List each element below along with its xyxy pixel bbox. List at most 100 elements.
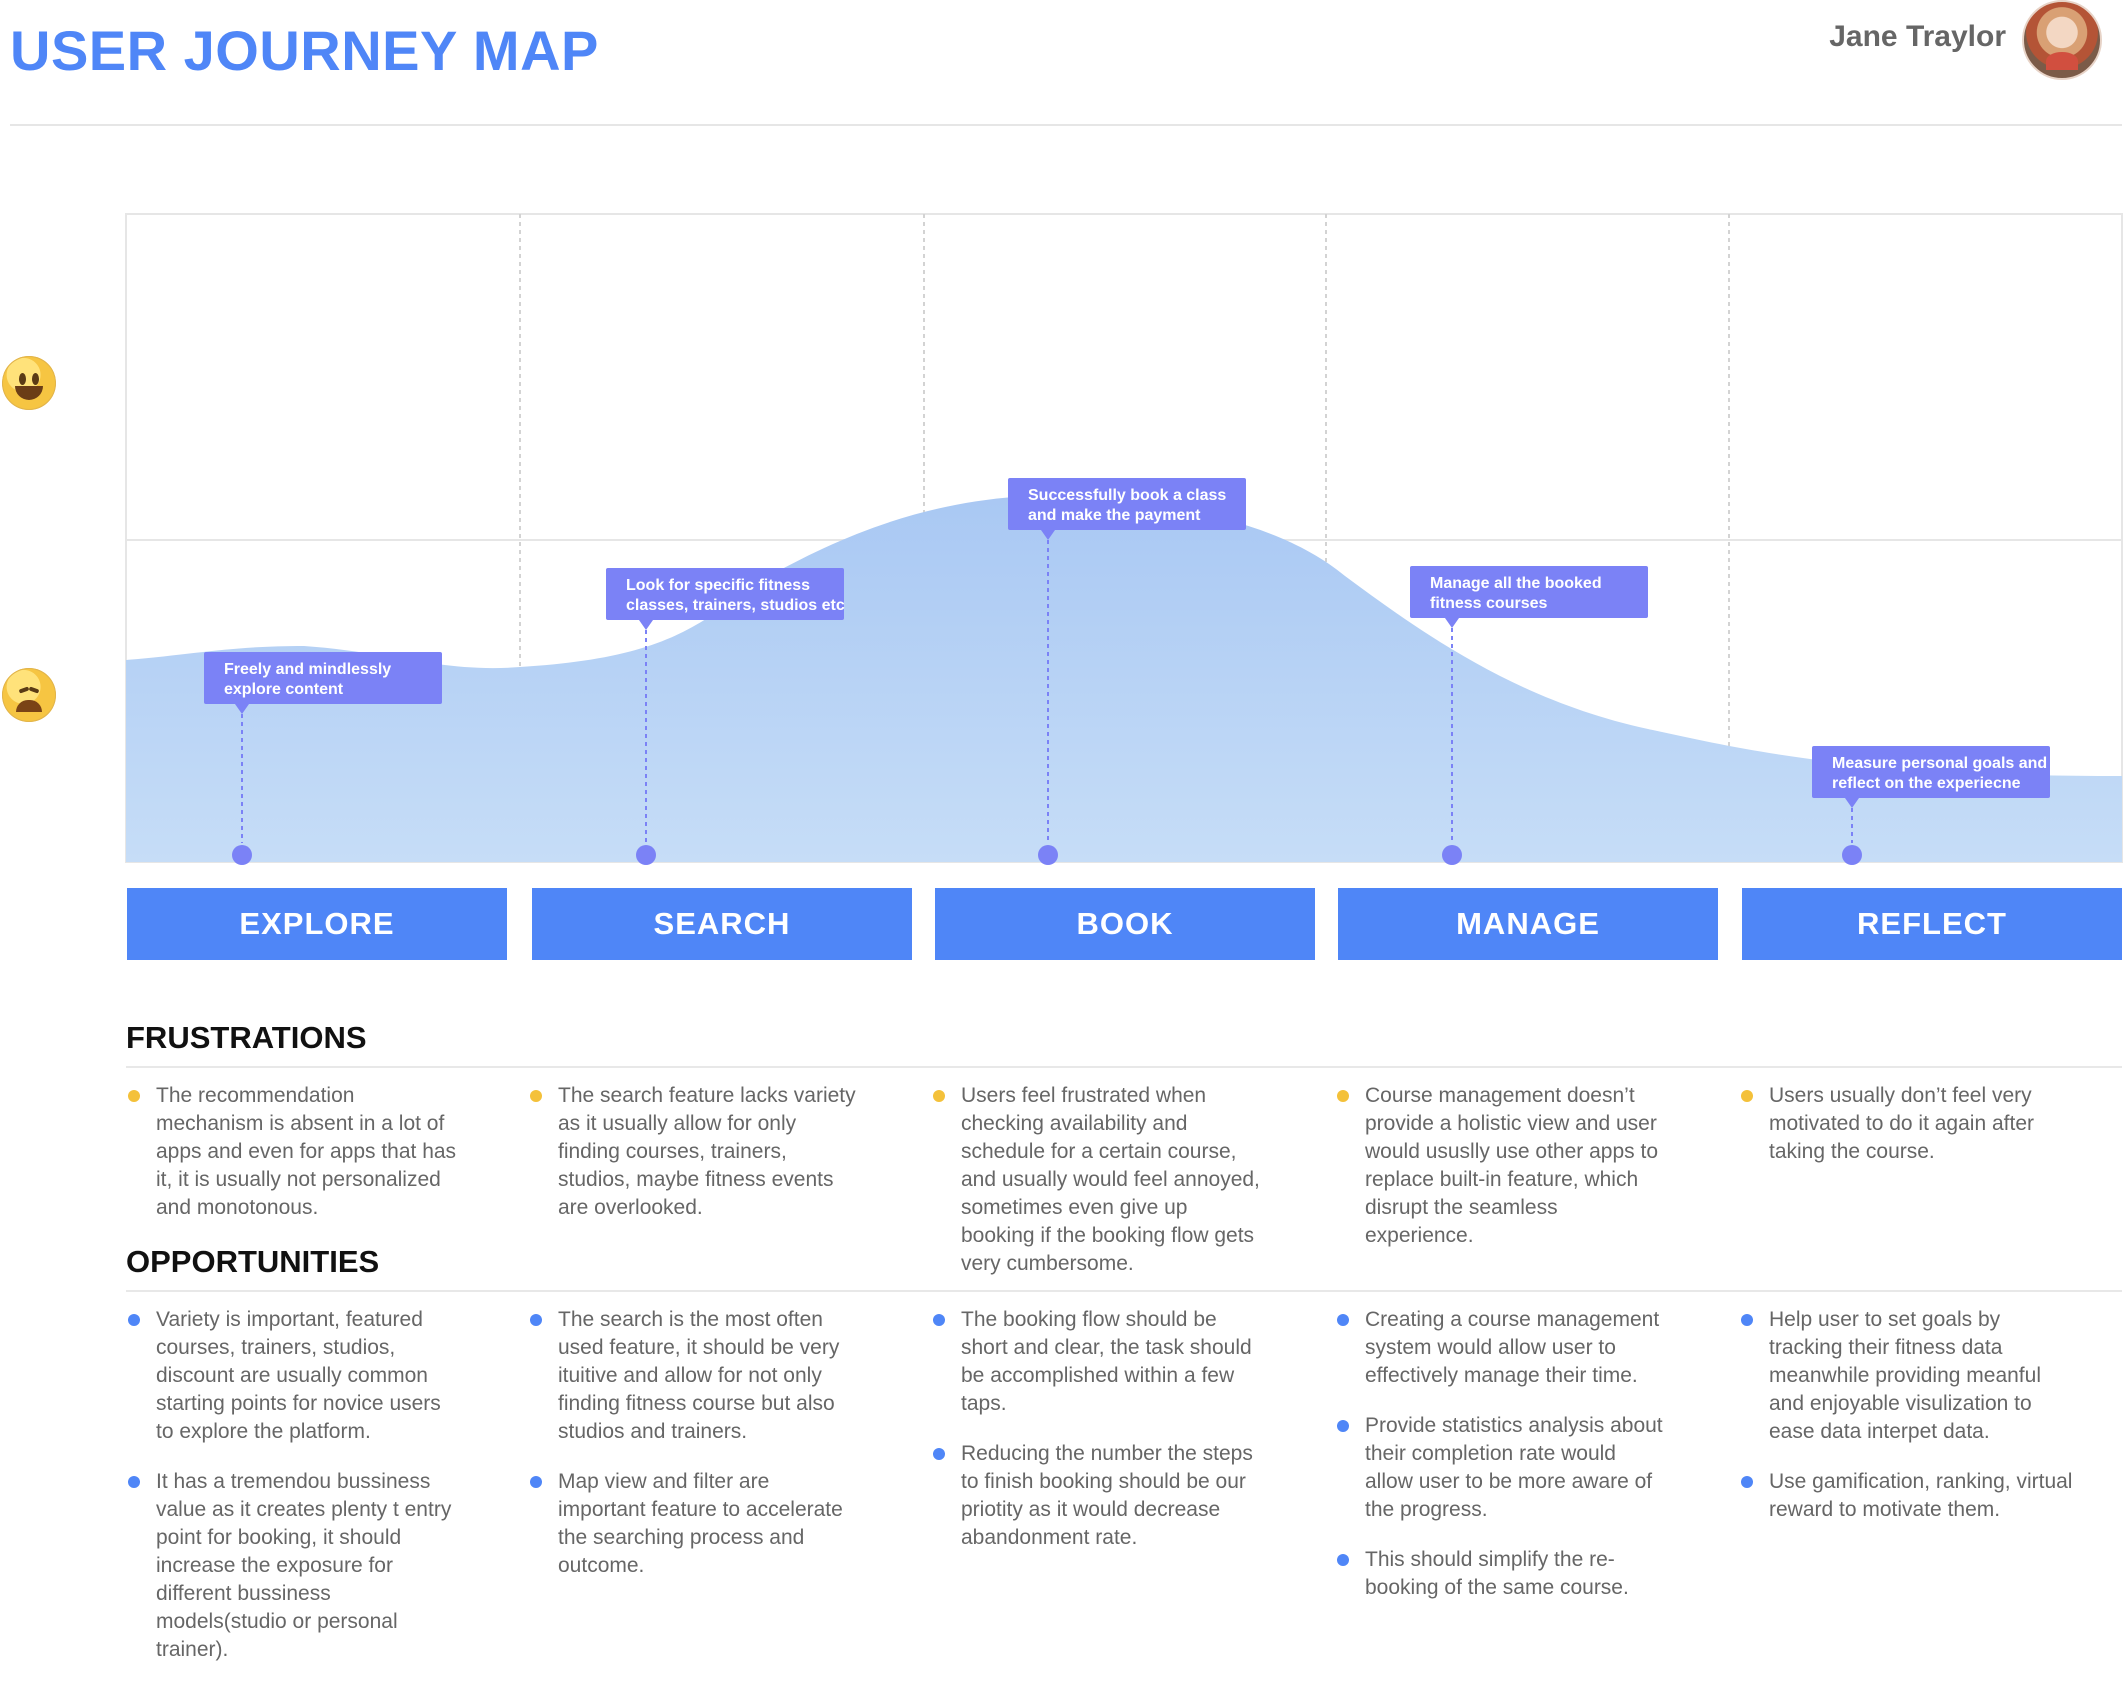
blue-bullet-icon <box>933 1314 945 1326</box>
weary-face-icon <box>2 668 56 722</box>
blue-bullet-icon <box>1337 1554 1349 1566</box>
opportunity-item: It has a tremendou bussiness value as it… <box>128 1468 460 1664</box>
mouth-icon <box>15 386 43 400</box>
mouth-icon <box>16 700 42 712</box>
blue-bullet-icon <box>128 1476 140 1488</box>
opportunities-column-manage: Creating a course management system woul… <box>1337 1306 1669 1624</box>
opportunity-item: Provide statistics analysis about their … <box>1337 1412 1669 1524</box>
opportunity-text: This should simplify the re-booking of t… <box>1365 1548 1629 1599</box>
callout-box <box>1008 478 1246 530</box>
callout-text: Manage all the booked <box>1430 575 1602 592</box>
phase-button-search[interactable]: SEARCH <box>532 888 912 960</box>
callout-box <box>1410 566 1648 618</box>
opportunity-item: The search is the most often used featur… <box>530 1306 862 1446</box>
callout-box <box>204 652 442 704</box>
blue-bullet-icon <box>1337 1420 1349 1432</box>
callout-pointer <box>1445 618 1459 628</box>
opportunity-text: Provide statistics analysis about their … <box>1365 1414 1663 1521</box>
frustrations-title: FRUSTRATIONS <box>126 1020 367 1055</box>
opportunities-column-search: The search is the most often used featur… <box>530 1306 862 1602</box>
callout-text: reflect on the experiecne <box>1832 775 2021 792</box>
journey-point <box>1842 845 1862 865</box>
user-name: Jane Traylor <box>1829 20 2006 53</box>
callout-text: explore content <box>224 681 344 698</box>
frustrations-column-search: The search feature lacks variety as it u… <box>530 1082 862 1244</box>
callout-text: and make the payment <box>1028 507 1201 524</box>
opportunities-title: OPPORTUNITIES <box>126 1244 380 1279</box>
yellow-bullet-icon <box>1337 1090 1349 1102</box>
opportunity-text: Variety is important, featured courses, … <box>156 1308 441 1443</box>
frustrations-divider <box>126 1066 2122 1068</box>
opportunities-column-book: The booking flow should be short and cle… <box>933 1306 1265 1574</box>
opportunity-text: It has a tremendou bussiness value as it… <box>156 1470 452 1661</box>
blue-bullet-icon <box>530 1476 542 1488</box>
frustration-text: Users usually don’t feel very motivated … <box>1769 1084 2034 1163</box>
eye-icon <box>18 686 30 694</box>
blue-bullet-icon <box>933 1448 945 1460</box>
callout-pointer <box>235 704 249 714</box>
opportunity-text: Map view and filter are important featur… <box>558 1470 843 1577</box>
opportunity-text: The search is the most often used featur… <box>558 1308 840 1443</box>
avatar <box>2022 0 2102 80</box>
frustrations-column-book: Users feel frustrated when checking avai… <box>933 1082 1265 1300</box>
frustrations-column-reflect: Users usually don’t feel very motivated … <box>1741 1082 2073 1188</box>
eye-icon <box>19 373 26 385</box>
journey-point <box>636 845 656 865</box>
opportunity-item: The booking flow should be short and cle… <box>933 1306 1265 1418</box>
frustrations-column-explore: The recommendation mechanism is absent i… <box>128 1082 460 1244</box>
blue-bullet-icon <box>1337 1314 1349 1326</box>
phase-button-book[interactable]: BOOK <box>935 888 1315 960</box>
callout-text: Measure personal goals and <box>1832 755 2047 772</box>
callout-box <box>606 568 844 620</box>
callout-text: fitness courses <box>1430 595 1547 612</box>
yellow-bullet-icon <box>530 1090 542 1102</box>
journey-chart: Freely and mindlessly explore content Look… <box>125 213 2123 865</box>
callout-pointer <box>1041 530 1055 540</box>
journey-point <box>1038 845 1058 865</box>
opportunity-text: Reducing the number the steps to finish … <box>961 1442 1253 1549</box>
frustration-text: Users feel frustrated when checking avai… <box>961 1084 1260 1275</box>
blue-bullet-icon <box>128 1314 140 1326</box>
opportunity-item: Map view and filter are important featur… <box>530 1468 862 1580</box>
callout-text: classes, trainers, studios etc <box>626 597 845 614</box>
frustration-item: The search feature lacks variety as it u… <box>530 1082 862 1222</box>
opportunity-text: Use gamification, ranking, virtual rewar… <box>1769 1470 2073 1521</box>
opportunity-item: Use gamification, ranking, virtual rewar… <box>1741 1468 2073 1524</box>
frustrations-column-manage: Course management doesn’t provide a holi… <box>1337 1082 1669 1272</box>
opportunity-text: The booking flow should be short and cle… <box>961 1308 1252 1415</box>
opportunity-item: Creating a course management system woul… <box>1337 1306 1669 1390</box>
header-divider <box>10 124 2122 126</box>
frustration-text: Course management doesn’t provide a holi… <box>1365 1084 1659 1247</box>
callout-text: Successfully book a class <box>1028 487 1226 504</box>
callout-box <box>1812 746 2050 798</box>
frustration-item: Users feel frustrated when checking avai… <box>933 1082 1265 1278</box>
opportunities-column-reflect: Help user to set goals by tracking their… <box>1741 1306 2073 1546</box>
opportunity-text: Creating a course management system woul… <box>1365 1308 1660 1387</box>
frustration-item: Course management doesn’t provide a holi… <box>1337 1082 1669 1250</box>
opportunity-item: Variety is important, featured courses, … <box>128 1306 460 1446</box>
eye-icon <box>28 686 40 694</box>
opportunities-column-explore: Variety is important, featured courses, … <box>128 1306 460 1686</box>
opportunity-text: Help user to set goals by tracking their… <box>1769 1308 2041 1443</box>
phase-button-explore[interactable]: EXPLORE <box>127 888 507 960</box>
yellow-bullet-icon <box>1741 1090 1753 1102</box>
emotion-curve <box>126 495 2122 862</box>
frustration-item: Users usually don’t feel very motivated … <box>1741 1082 2073 1166</box>
callout-pointer <box>1845 798 1859 808</box>
journey-point <box>1442 845 1462 865</box>
opportunity-item: Help user to set goals by tracking their… <box>1741 1306 2073 1446</box>
opportunities-divider <box>126 1290 2122 1292</box>
eye-icon <box>32 373 39 385</box>
frustration-item: The recommendation mechanism is absent i… <box>128 1082 460 1222</box>
grinning-face-icon <box>2 356 56 410</box>
opportunity-item: This should simplify the re-booking of t… <box>1337 1546 1669 1602</box>
blue-bullet-icon <box>1741 1476 1753 1488</box>
journey-point <box>232 845 252 865</box>
callout-text: Look for specific fitness <box>626 577 810 594</box>
blue-bullet-icon <box>530 1314 542 1326</box>
callout-text: Freely and mindlessly <box>224 661 391 678</box>
callout-pointer <box>639 620 653 630</box>
frustration-text: The search feature lacks variety as it u… <box>558 1084 856 1219</box>
phase-button-reflect[interactable]: REFLECT <box>1742 888 2122 960</box>
phase-button-manage[interactable]: MANAGE <box>1338 888 1718 960</box>
